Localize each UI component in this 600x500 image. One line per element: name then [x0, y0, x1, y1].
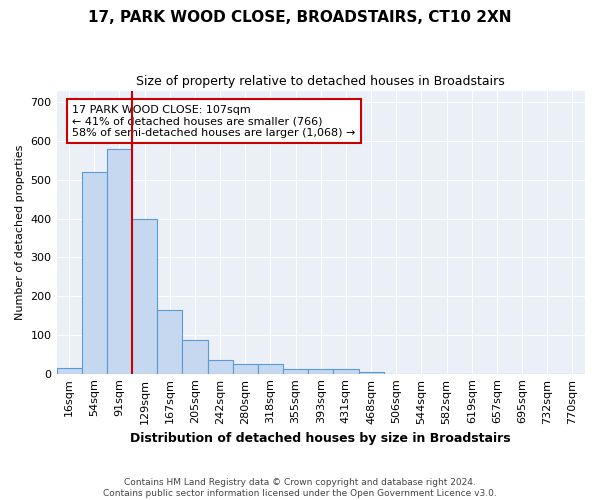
- Text: 17, PARK WOOD CLOSE, BROADSTAIRS, CT10 2XN: 17, PARK WOOD CLOSE, BROADSTAIRS, CT10 2…: [88, 10, 512, 25]
- Bar: [132, 218, 157, 374]
- Bar: [258, 364, 283, 374]
- Text: Contains HM Land Registry data © Crown copyright and database right 2024.
Contai: Contains HM Land Registry data © Crown c…: [103, 478, 497, 498]
- Bar: [208, 360, 233, 374]
- Y-axis label: Number of detached properties: Number of detached properties: [15, 144, 25, 320]
- Bar: [157, 310, 182, 374]
- Text: 17 PARK WOOD CLOSE: 107sqm
← 41% of detached houses are smaller (766)
58% of sem: 17 PARK WOOD CLOSE: 107sqm ← 41% of deta…: [73, 104, 356, 138]
- Bar: [359, 372, 383, 374]
- Bar: [233, 364, 258, 374]
- X-axis label: Distribution of detached houses by size in Broadstairs: Distribution of detached houses by size …: [130, 432, 511, 445]
- Bar: [107, 148, 132, 374]
- Bar: [308, 369, 334, 374]
- Bar: [334, 369, 359, 374]
- Bar: [82, 172, 107, 374]
- Bar: [182, 340, 208, 374]
- Title: Size of property relative to detached houses in Broadstairs: Size of property relative to detached ho…: [136, 75, 505, 88]
- Bar: [283, 369, 308, 374]
- Bar: [56, 368, 82, 374]
